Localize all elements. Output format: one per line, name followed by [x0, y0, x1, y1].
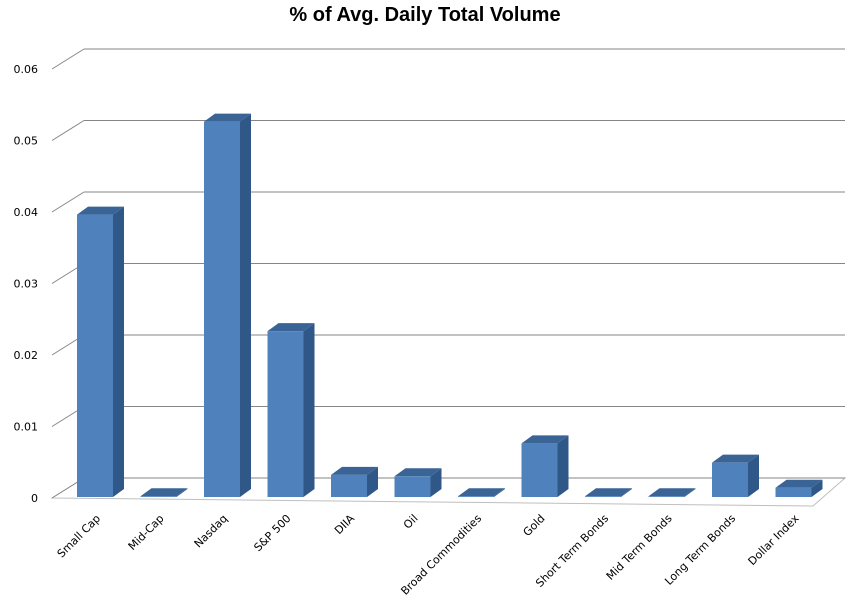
bar [140, 488, 188, 497]
x-category-label: Oil [401, 512, 421, 532]
bar-side [367, 466, 378, 497]
bar-front [458, 496, 494, 497]
bar-top [267, 323, 315, 332]
gridline-depth [51, 48, 85, 70]
bar-front [267, 331, 304, 497]
bar-top [331, 466, 378, 475]
y-tick-label: 0.05 [14, 135, 39, 148]
bar-front [521, 443, 558, 497]
bar-front [204, 121, 240, 497]
y-tick-label: 0.03 [14, 278, 39, 291]
y-tick-label: 0 [31, 492, 38, 505]
bar-side [430, 468, 442, 497]
bar-side [494, 488, 505, 497]
gridline-depth [51, 120, 85, 141]
y-tick-label: 0.04 [14, 206, 39, 219]
x-category-label: Nasdaq [192, 512, 230, 550]
bar [521, 435, 569, 497]
x-category-label: DIIA [332, 512, 357, 537]
bar-side [621, 488, 632, 497]
bar-side [240, 113, 251, 497]
bar-front [712, 462, 748, 497]
bar-top [77, 206, 124, 215]
bar-top [140, 488, 188, 497]
bar-side [176, 488, 188, 497]
bar-front [775, 487, 812, 497]
bar-side [684, 488, 696, 497]
x-category-label: Dollar Index [746, 512, 802, 568]
bar-side [557, 435, 569, 497]
bar-top [458, 488, 505, 497]
bar-front [331, 474, 367, 497]
bar-front [77, 214, 113, 497]
bar-side [811, 479, 823, 497]
gridline-depth [51, 191, 85, 213]
bar-side [748, 454, 759, 497]
x-category-label: Mid Term Bonds [604, 512, 675, 583]
x-category-label: S&P 500 [251, 512, 293, 554]
bar [77, 206, 124, 497]
bar-front [394, 476, 431, 497]
bar-top [521, 435, 569, 444]
x-axis-categories: Small Cap Mid-Cap Nasdaq S&P 500 DIIA OilBroa… [55, 512, 802, 598]
y-tick-label: 0.06 [14, 63, 39, 76]
bar [204, 113, 251, 497]
y-tick-label: 0.01 [14, 421, 39, 434]
bar [458, 488, 505, 497]
bar-side [113, 206, 124, 497]
bar-top [775, 479, 823, 488]
x-category-label: Long Term Bonds [662, 512, 738, 588]
gridlines [50, 48, 847, 507]
bar [712, 454, 759, 497]
y-tick-label: 0.02 [14, 349, 39, 362]
bar-top [394, 468, 442, 477]
bar-top [204, 113, 251, 122]
bar [648, 488, 696, 497]
bar-front [140, 496, 177, 497]
bar-top [712, 454, 759, 463]
bar [394, 468, 442, 497]
bar-side [303, 323, 315, 497]
x-category-label: Small Cap [55, 512, 103, 560]
x-category-label: Mid-Cap [126, 512, 167, 553]
chart-title: % of Avg. Daily Total Volume [289, 4, 561, 26]
bar-front [585, 496, 621, 497]
bars [77, 113, 823, 497]
y-axis-ticks: 0 0.01 0.02 0.03 0.04 0.05 0.06 [14, 63, 39, 505]
bar [331, 466, 378, 497]
bar-top [648, 488, 696, 497]
bar [267, 323, 315, 497]
bar-front [648, 496, 685, 497]
bar [585, 488, 632, 497]
bar [775, 479, 823, 497]
bar-top [585, 488, 632, 497]
x-category-label: Gold [521, 512, 548, 539]
